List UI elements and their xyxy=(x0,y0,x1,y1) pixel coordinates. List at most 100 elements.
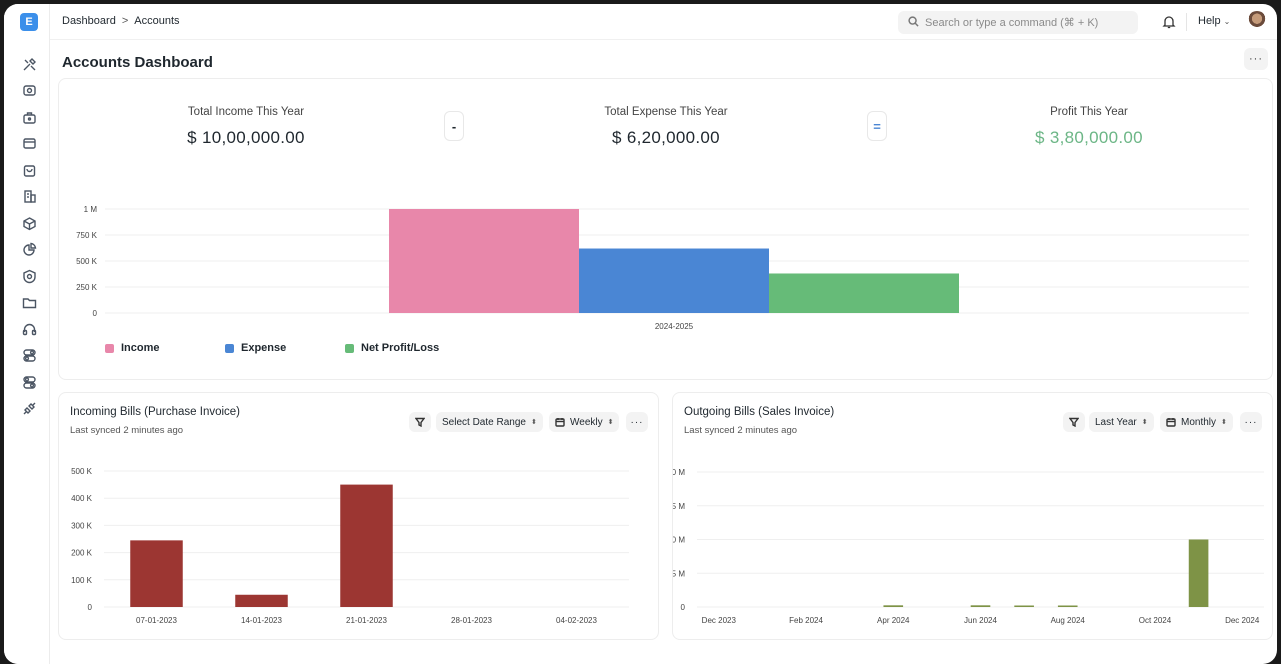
date-range-label: Select Date Range xyxy=(442,416,526,428)
legend-swatch xyxy=(345,343,354,353)
help-menu[interactable]: Help ⌄ xyxy=(1198,15,1230,27)
y-tick-label: 300 K xyxy=(71,521,93,530)
y-tick-label: 100 K xyxy=(71,576,93,585)
interval-label: Weekly xyxy=(570,416,603,428)
bar xyxy=(1057,605,1078,607)
legend-expense[interactable]: Expense xyxy=(225,342,286,354)
x-tick-label: 07-01-2023 xyxy=(136,616,177,625)
legend-label: Expense xyxy=(241,342,287,354)
bar xyxy=(130,540,183,607)
x-tick-label: 21-01-2023 xyxy=(346,616,387,625)
card-more-button[interactable]: ··· xyxy=(626,412,648,432)
breadcrumb: Dashboard > Accounts xyxy=(62,15,180,27)
bar xyxy=(1188,539,1209,607)
bar-expense xyxy=(579,248,769,313)
calendar-icon xyxy=(555,418,565,427)
date-range-label: Last Year xyxy=(1095,416,1137,428)
interval-select[interactable]: Monthly ⬍ xyxy=(1160,412,1233,432)
x-tick-label: Feb 2024 xyxy=(789,616,823,625)
outgoing-bills-chart: 0 5 M 10 M 15 M 20 M Dec 2023 Feb 2024 Apr 2024… xyxy=(673,468,1264,625)
interval-label: Monthly xyxy=(1181,416,1217,428)
x-tick-label: Oct 2024 xyxy=(1139,616,1172,625)
y-tick-label: 15 M xyxy=(673,502,685,511)
card-icon[interactable] xyxy=(21,136,37,152)
x-tick-label: 28-01-2023 xyxy=(451,616,492,625)
box-icon[interactable] xyxy=(21,215,37,231)
chevron-down-icon: ⌄ xyxy=(1223,16,1231,26)
legend-swatch xyxy=(105,343,114,353)
bar xyxy=(340,484,393,607)
x-tick-label: Dec 2024 xyxy=(1225,616,1260,625)
income-stat-label: Total Income This Year xyxy=(187,106,305,118)
card-subtitle: Last synced 2 minutes ago xyxy=(70,425,184,436)
equals-operator: = xyxy=(867,111,887,141)
breadcrumb-accounts[interactable]: Accounts xyxy=(134,15,180,27)
calendar-icon xyxy=(1166,418,1176,427)
app-logo[interactable]: E xyxy=(20,13,38,31)
y-tick-label: 400 K xyxy=(71,494,93,503)
legend-net-profit[interactable]: Net Profit/Loss xyxy=(345,342,439,354)
y-tick-label: 0 xyxy=(93,309,98,318)
y-tick-label: 1 M xyxy=(84,205,98,214)
y-tick-label: 10 M xyxy=(673,536,685,545)
top-bar: Dashboard > Accounts Help ⌄ xyxy=(50,4,1277,40)
card-title: Incoming Bills (Purchase Invoice) xyxy=(70,406,241,418)
tools-icon[interactable] xyxy=(21,56,37,72)
chevron-updown-icon: ⬍ xyxy=(530,419,537,426)
y-tick-label: 500 K xyxy=(71,467,93,476)
x-tick-label: Aug 2024 xyxy=(1051,616,1086,625)
toggles-icon[interactable] xyxy=(21,348,37,364)
y-tick-label: 5 M xyxy=(673,569,685,578)
help-label: Help xyxy=(1198,15,1221,27)
pie-chart-icon[interactable] xyxy=(21,242,37,258)
page-more-button[interactable]: ··· xyxy=(1244,48,1268,70)
legend-label: Net Profit/Loss xyxy=(361,342,440,354)
income-expense-chart: 0 250 K 500 K 750 K 1 M 2024-2025 xyxy=(76,205,1249,331)
x-tick-label: 14-01-2023 xyxy=(241,616,282,625)
x-tick-label: 04-02-2023 xyxy=(556,616,597,625)
interval-select[interactable]: Weekly ⬍ xyxy=(549,412,620,432)
card-more-button[interactable]: ··· xyxy=(1240,412,1262,432)
filter-button[interactable] xyxy=(409,412,431,432)
shopping-bag-icon[interactable] xyxy=(21,162,37,178)
search-box[interactable] xyxy=(898,11,1138,34)
date-range-select[interactable]: Select Date Range ⬍ xyxy=(436,412,543,432)
y-tick-label: 250 K xyxy=(76,283,98,292)
x-tick-label: 2024-2025 xyxy=(655,322,694,331)
integration-icon[interactable] xyxy=(21,401,37,417)
chevron-updown-icon: ⬍ xyxy=(607,419,614,426)
avatar[interactable] xyxy=(1246,11,1268,33)
y-tick-label: 20 M xyxy=(673,468,685,477)
date-range-select[interactable]: Last Year ⬍ xyxy=(1089,412,1154,432)
bar-income xyxy=(389,209,579,313)
briefcase-icon[interactable] xyxy=(21,109,37,125)
notification-bell-icon[interactable] xyxy=(1162,15,1176,29)
divider xyxy=(1186,13,1187,31)
expense-stat-value: $ 6,20,000.00 xyxy=(612,128,720,147)
filter-icon xyxy=(1069,417,1079,427)
filter-button[interactable] xyxy=(1063,412,1085,432)
y-tick-label: 500 K xyxy=(76,257,98,266)
profit-stat-label: Profit This Year xyxy=(1050,106,1128,118)
chevron-updown-icon: ⬍ xyxy=(1141,419,1148,426)
bar xyxy=(883,605,904,607)
building-icon[interactable] xyxy=(21,189,37,205)
x-tick-label: Dec 2023 xyxy=(702,616,737,625)
shield-icon[interactable] xyxy=(21,268,37,284)
card-subtitle: Last synced 2 minutes ago xyxy=(684,425,798,436)
search-input[interactable] xyxy=(925,16,1125,29)
y-tick-label: 200 K xyxy=(71,549,93,558)
bar xyxy=(235,594,288,607)
billing-icon[interactable] xyxy=(21,83,37,99)
search-icon xyxy=(908,14,919,32)
legend-label: Income xyxy=(121,342,160,354)
switches-icon[interactable] xyxy=(21,374,37,390)
page-title: Accounts Dashboard xyxy=(62,54,213,71)
legend-income[interactable]: Income xyxy=(105,342,160,354)
breadcrumb-separator: > xyxy=(121,15,129,27)
minus-operator: - xyxy=(444,111,464,141)
headset-icon[interactable] xyxy=(21,321,37,337)
breadcrumb-dashboard[interactable]: Dashboard xyxy=(62,15,116,27)
folder-icon[interactable] xyxy=(21,295,37,311)
bar xyxy=(1014,605,1034,607)
